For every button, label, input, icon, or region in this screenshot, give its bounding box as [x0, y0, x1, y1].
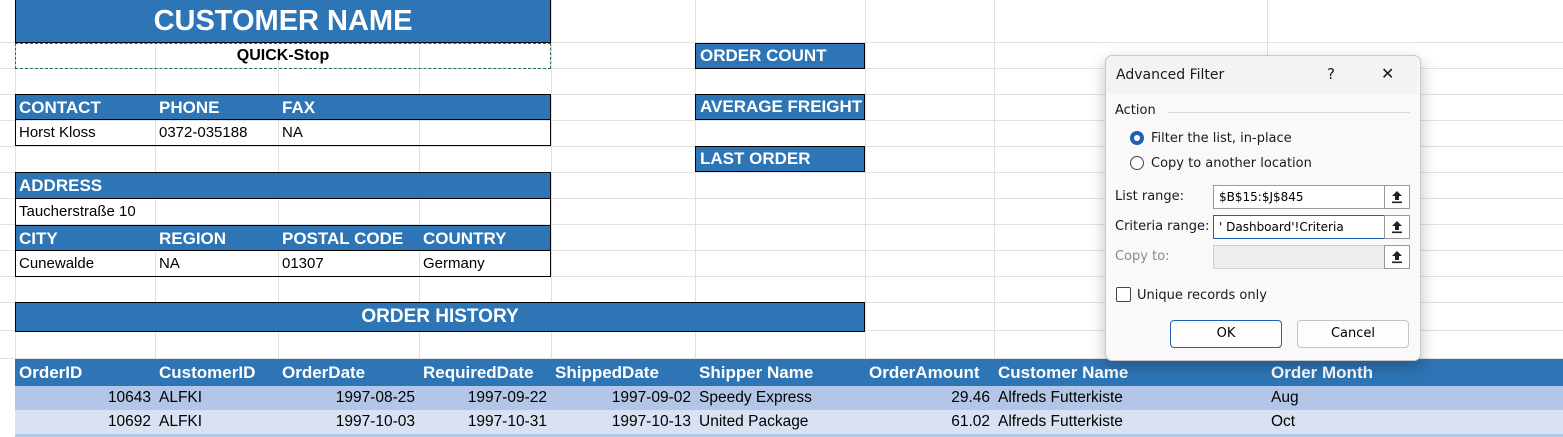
cell-shipper-name[interactable]: Speedy Express	[699, 389, 812, 406]
fax-header: FAX	[282, 98, 316, 117]
table-header-row: OrderID CustomerID OrderDate RequiredDat…	[15, 359, 1563, 386]
cell-orderdate[interactable]: 1997-08-25	[335, 389, 415, 406]
advanced-filter-dialog: Advanced Filter ? ✕ Action Filter the li…	[1105, 55, 1421, 361]
collapse-dialog-icon	[1392, 251, 1402, 264]
cell-orderdate[interactable]: 1997-10-03	[335, 413, 415, 430]
list-range-collapse-button[interactable]	[1384, 185, 1410, 209]
address-value[interactable]: Taucherstraße 10	[19, 203, 136, 220]
close-button[interactable]: ✕	[1381, 64, 1395, 83]
contact-value[interactable]: Horst Kloss	[19, 124, 96, 141]
copy-to-label: Copy to:	[1115, 249, 1170, 264]
order-history-title: ORDER HISTORY	[361, 306, 519, 327]
cell-order-month[interactable]: Aug	[1271, 389, 1299, 406]
address-header-row: ADDRESS	[15, 172, 551, 199]
cell-customer-name[interactable]: Alfreds Futterkiste	[998, 413, 1123, 430]
city-values-row: Cunewalde NA 01307 Germany	[15, 251, 551, 277]
action-group-label: Action	[1115, 103, 1156, 118]
help-button[interactable]: ?	[1327, 65, 1335, 83]
column-header-customerid[interactable]: CustomerID	[159, 363, 256, 382]
list-range-input[interactable]: $B$15:$J$845	[1213, 185, 1387, 209]
customer-name-cell[interactable]: QUICK-Stop	[15, 43, 551, 69]
collapse-dialog-icon	[1392, 221, 1402, 234]
cancel-button[interactable]: Cancel	[1297, 320, 1409, 348]
table-row: 10643 ALFKI 1997-08-25 1997-09-22 1997-0…	[15, 386, 1563, 410]
postal-code-header: POSTAL CODE	[282, 229, 404, 248]
cell-orderamount[interactable]: 61.02	[951, 413, 990, 430]
city-value[interactable]: Cunewalde	[19, 255, 95, 272]
cell-orderid[interactable]: 10643	[107, 389, 151, 406]
criteria-range-label: Criteria range:	[1115, 219, 1210, 234]
cell-shippeddate[interactable]: 1997-10-13	[611, 413, 691, 430]
ok-button[interactable]: OK	[1170, 320, 1282, 348]
order-history-banner: ORDER HISTORY	[15, 302, 865, 332]
unique-records-label[interactable]: Unique records only	[1137, 288, 1267, 303]
cell-shipper-name[interactable]: United Package	[699, 413, 809, 430]
order-count-text: ORDER COUNT	[700, 46, 827, 65]
table-row: 10692 ALFKI 1997-10-03 1997-10-31 1997-1…	[15, 410, 1563, 434]
last-order-label: LAST ORDER	[695, 146, 865, 172]
fax-value[interactable]: NA	[282, 124, 303, 141]
copy-to-input[interactable]	[1213, 245, 1387, 269]
contact-values-row: Horst Kloss 0372-035188 NA	[15, 120, 551, 146]
column-header-requireddate[interactable]: RequiredDate	[423, 363, 534, 382]
postal-code-value[interactable]: 01307	[282, 255, 324, 272]
region-value[interactable]: NA	[159, 255, 180, 272]
average-freight-label: AVERAGE FREIGHT	[695, 94, 865, 120]
customer-title: CUSTOMER NAME	[153, 5, 413, 37]
contact-header-row: CONTACT PHONE FAX	[15, 94, 551, 120]
column-header-orderid[interactable]: OrderID	[19, 363, 83, 382]
column-header-orderdate[interactable]: OrderDate	[282, 363, 366, 382]
country-header: COUNTRY	[423, 229, 507, 248]
cell-customerid[interactable]: ALFKI	[159, 413, 203, 430]
column-header-shipper-name[interactable]: Shipper Name	[699, 363, 814, 382]
radio-copy-to-location[interactable]	[1130, 156, 1144, 170]
radio-filter-in-place-label[interactable]: Filter the list, in-place	[1151, 131, 1292, 146]
customer-title-banner: CUSTOMER NAME	[15, 0, 551, 43]
contact-header: CONTACT	[19, 98, 101, 117]
order-count-label: ORDER COUNT	[695, 43, 865, 69]
column-header-customer-name[interactable]: Customer Name	[998, 363, 1129, 382]
cell-requireddate[interactable]: 1997-10-31	[467, 413, 547, 430]
cell-order-month[interactable]: Oct	[1271, 413, 1296, 430]
column-header-orderamount[interactable]: OrderAmount	[869, 363, 980, 382]
collapse-dialog-icon	[1392, 191, 1402, 204]
cell-customer-name[interactable]: Alfreds Futterkiste	[998, 389, 1123, 406]
column-header-order-month[interactable]: Order Month	[1271, 363, 1373, 382]
next-row-edge	[15, 434, 1563, 437]
cell-orderamount[interactable]: 29.46	[951, 389, 990, 406]
radio-copy-to-location-label[interactable]: Copy to another location	[1151, 156, 1312, 171]
last-order-text: LAST ORDER	[700, 149, 811, 168]
phone-header: PHONE	[159, 98, 220, 117]
dialog-title: Advanced Filter	[1116, 67, 1225, 83]
action-group-divider	[1168, 112, 1410, 113]
average-freight-text: AVERAGE FREIGHT	[700, 97, 863, 116]
column-header-shippeddate[interactable]: ShippedDate	[555, 363, 659, 382]
radio-filter-in-place[interactable]	[1130, 131, 1144, 145]
copy-to-collapse-button[interactable]	[1384, 245, 1410, 269]
list-range-label: List range:	[1115, 189, 1185, 204]
cell-requireddate[interactable]: 1997-09-22	[467, 389, 547, 406]
cell-orderid[interactable]: 10692	[107, 413, 151, 430]
cell-shippeddate[interactable]: 1997-09-02	[611, 389, 691, 406]
address-value-row: Taucherstraße 10	[15, 199, 551, 225]
city-header: CITY	[19, 229, 58, 248]
customer-name: QUICK-Stop	[236, 47, 330, 64]
cell-customerid[interactable]: ALFKI	[159, 389, 203, 406]
country-value[interactable]: Germany	[423, 255, 485, 272]
region-header: REGION	[159, 229, 227, 248]
criteria-range-collapse-button[interactable]	[1384, 215, 1410, 239]
phone-value[interactable]: 0372-035188	[159, 124, 248, 141]
address-header: ADDRESS	[19, 176, 103, 195]
dialog-titlebar[interactable]	[1106, 56, 1418, 94]
unique-records-checkbox[interactable]	[1116, 287, 1131, 302]
criteria-range-input[interactable]: ' Dashboard'!Criteria	[1213, 215, 1387, 239]
city-header-row: CITY REGION POSTAL CODE COUNTRY	[15, 225, 551, 251]
